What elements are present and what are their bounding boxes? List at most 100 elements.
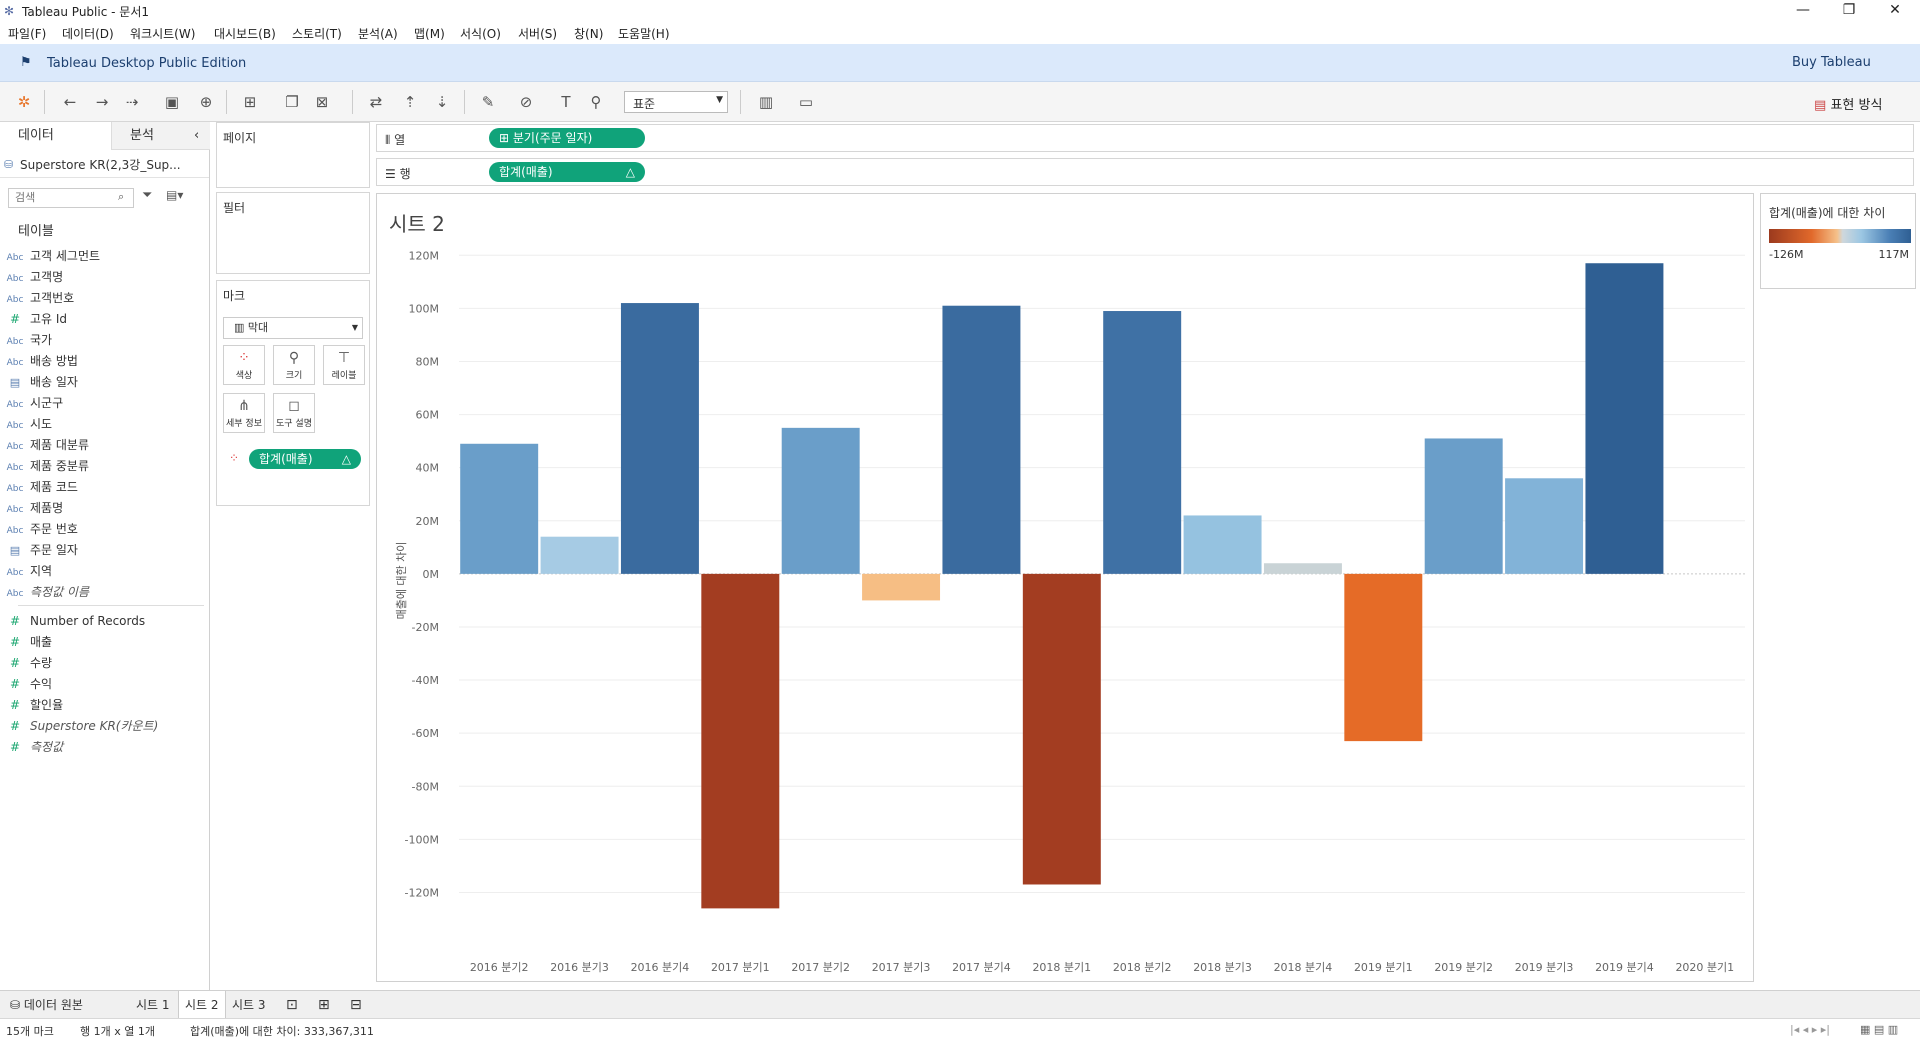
redo-icon[interactable]: → <box>95 93 109 111</box>
pin-icon[interactable]: ⚲ <box>590 93 602 111</box>
legend-max: 117M <box>1878 248 1910 261</box>
menu-analysis[interactable]: 분석(A) <box>358 27 398 41</box>
field-item[interactable]: # 고유 Id <box>0 309 67 329</box>
swap-axes-icon[interactable]: ⇄ <box>369 93 383 111</box>
clear-sheet-icon[interactable]: ⊠ <box>315 93 329 111</box>
field-item[interactable]: # 매출 <box>0 632 52 652</box>
new-story-icon[interactable]: ⊟ <box>350 997 362 1013</box>
columns-label-text: 열 <box>394 133 406 147</box>
save-icon[interactable]: ▣ <box>164 93 180 111</box>
rows-shelf[interactable]: ☰ 행 합계(매출) △ <box>376 158 1914 186</box>
menu-data[interactable]: 데이터(D) <box>62 27 114 41</box>
columns-shelf[interactable]: ⦀ 열 ⊞ 분기(주문 일자) <box>376 124 1914 152</box>
undo-icon[interactable]: ← <box>63 93 77 111</box>
replay-icon[interactable]: ⇢ <box>125 93 139 111</box>
field-item[interactable]: # 할인율 <box>0 695 63 715</box>
tab-analysis[interactable]: 분석 <box>112 122 210 150</box>
field-item[interactable]: Abc 지역 <box>0 561 53 581</box>
tooltip-button[interactable]: ◻ 도구 설명 <box>273 393 315 433</box>
close-button[interactable]: ✕ <box>1889 2 1901 18</box>
pagination-icons[interactable]: |◂ ◂ ▸ ▸| <box>1790 1023 1830 1036</box>
show-cards-icon[interactable]: ▥ <box>758 93 774 111</box>
field-item[interactable]: ▤ 주문 일자 <box>0 540 78 560</box>
label-button[interactable]: ⊤ 레이블 <box>323 345 365 385</box>
pages-card[interactable]: 페이지 <box>216 122 370 188</box>
x-tick-label: 2019 분기3 <box>1515 961 1574 974</box>
datasource-item[interactable]: Superstore KR(2,3강_Sup... <box>0 152 209 178</box>
menu-map[interactable]: 맵(M) <box>414 27 445 41</box>
field-item[interactable]: Abc 제품 대분류 <box>0 435 89 455</box>
menu-story[interactable]: 스토리(T) <box>292 27 342 41</box>
field-item[interactable]: Abc 시군구 <box>0 393 64 413</box>
field-item[interactable]: Abc 주문 번호 <box>0 519 78 539</box>
buy-tableau-link[interactable]: Buy Tableau <box>1792 55 1871 70</box>
filters-card[interactable]: 필터 <box>216 192 370 274</box>
menu-format[interactable]: 서식(O) <box>460 27 501 41</box>
field-item[interactable]: Abc 배송 방법 <box>0 351 78 371</box>
tab-sheet-1[interactable]: 시트 1 <box>136 998 170 1012</box>
field-item[interactable]: Abc 고객 세그먼트 <box>0 246 100 266</box>
toolbar-separator <box>740 90 741 114</box>
new-worksheet-icon[interactable]: ⊞ <box>243 93 257 111</box>
label-icon[interactable]: T <box>561 93 571 111</box>
tab-datasource[interactable]: ⛁ 데이터 원본 <box>4 991 126 1019</box>
columns-shelf-label: ⦀ 열 <box>385 131 405 148</box>
size-button[interactable]: ⚲ 크기 <box>273 345 315 385</box>
view-toggle-icons[interactable]: ▦ ▤ ▥ <box>1860 1023 1899 1036</box>
sort-descending-icon[interactable]: ⇣ <box>435 93 449 111</box>
restore-button[interactable]: ❐ <box>1842 2 1856 18</box>
field-item[interactable]: # 수량 <box>0 653 52 673</box>
columns-pill[interactable]: ⊞ 분기(주문 일자) <box>489 128 645 148</box>
field-item[interactable]: # 수익 <box>0 674 52 694</box>
minimize-button[interactable]: — <box>1796 2 1810 18</box>
field-item[interactable]: Abc 제품명 <box>0 498 64 518</box>
mark-type-select[interactable]: ▥ 막대 ▼ <box>223 317 363 339</box>
field-item[interactable]: # 측정값 <box>0 737 63 757</box>
menu-dashboard[interactable]: 대시보드(B) <box>214 27 276 41</box>
new-datasource-icon[interactable]: ⊕ <box>199 93 213 111</box>
field-item[interactable]: Abc 제품 코드 <box>0 477 78 497</box>
bar <box>540 536 619 574</box>
highlight-icon[interactable]: ✎ <box>481 93 495 111</box>
tab-sheet-3[interactable]: 시트 3 <box>232 998 266 1012</box>
menu-worksheet[interactable]: 워크시트(W) <box>130 27 196 41</box>
menu-file[interactable]: 파일(F) <box>8 27 47 41</box>
duplicate-sheet-icon[interactable]: ❐ <box>285 93 299 111</box>
detail-button[interactable]: ⋔ 세부 정보 <box>223 393 265 433</box>
sort-ascending-icon[interactable]: ⇡ <box>403 93 417 111</box>
collapse-pane-icon[interactable]: ‹ <box>194 128 200 143</box>
color-legend[interactable]: 합계(매출)에 대한 차이 -126M 117M <box>1760 193 1916 289</box>
marks-color-pill[interactable]: 합계(매출) △ <box>249 449 361 469</box>
color-button[interactable]: ⁘ 색상 <box>223 345 265 385</box>
tab-sheet-2[interactable]: 시트 2 <box>178 991 226 1019</box>
menu-window[interactable]: 창(N) <box>574 27 604 41</box>
search-input[interactable] <box>8 188 134 208</box>
field-item[interactable]: Abc 고객번호 <box>0 288 75 308</box>
field-item[interactable]: Abc 측정값 이름 <box>0 582 89 602</box>
field-item[interactable]: Abc 시도 <box>0 414 53 434</box>
field-item[interactable]: ▤ 배송 일자 <box>0 372 78 392</box>
field-item[interactable]: Abc 고객명 <box>0 267 64 287</box>
view-options-icon[interactable]: ▤▾ <box>166 188 184 202</box>
fit-select[interactable]: 표준 ▼ <box>624 91 728 113</box>
field-item[interactable]: Abc 국가 <box>0 330 53 350</box>
show-me-button[interactable]: ▤ 표현 방식 <box>1814 94 1882 113</box>
new-dashboard-icon[interactable]: ⊞ <box>318 997 330 1013</box>
field-label: 배송 방법 <box>30 354 78 368</box>
menu-server[interactable]: 서버(S) <box>518 27 558 41</box>
field-item[interactable]: # Superstore KR(카운트) <box>0 716 158 736</box>
new-worksheet-icon[interactable]: ⊡ <box>286 997 298 1013</box>
field-item[interactable]: # Number of Records <box>0 611 145 631</box>
worksheet-view[interactable]: 시트 2 120M 100M 80M 60M 40M 20M 0M -20M -40M -60M -… <box>376 193 1754 983</box>
field-item[interactable]: Abc 제품 중분류 <box>0 456 89 476</box>
bar <box>1022 573 1101 885</box>
tableau-home-icon[interactable]: ✲ <box>17 93 31 111</box>
rows-pill[interactable]: 합계(매출) △ <box>489 162 645 182</box>
presentation-mode-icon[interactable]: ▭ <box>798 93 814 111</box>
group-icon[interactable]: ⊘ <box>519 93 533 111</box>
menu-help[interactable]: 도움말(H) <box>618 27 670 41</box>
sheet-title: 시트 2 <box>389 212 445 236</box>
filter-icon[interactable]: ⏷ <box>142 188 153 203</box>
tab-data[interactable]: 데이터 <box>0 122 112 150</box>
field-label: 고객번호 <box>30 291 75 305</box>
